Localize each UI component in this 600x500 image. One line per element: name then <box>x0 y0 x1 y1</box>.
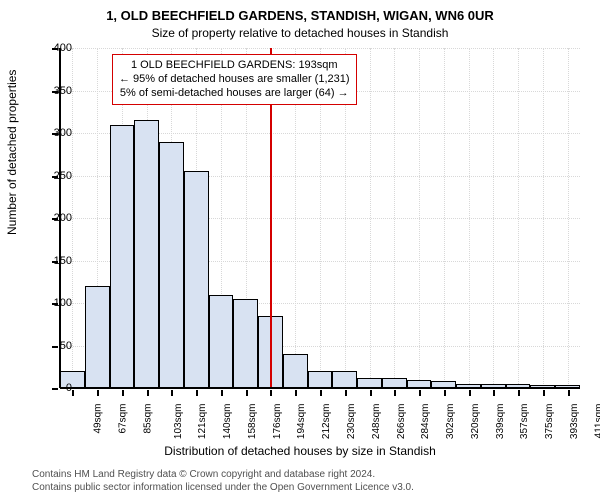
x-tick-label: 103sqm <box>173 404 184 440</box>
x-axis-label: Distribution of detached houses by size … <box>0 444 600 458</box>
plot-area: 1 OLD BEECHFIELD GARDENS: 193sqm ← 95% o… <box>60 48 580 388</box>
x-tick-label: 357sqm <box>519 404 530 440</box>
gridline-vertical <box>568 48 569 388</box>
gridline-vertical <box>518 48 519 388</box>
x-tick-label: 158sqm <box>247 404 258 440</box>
chart-subtitle: Size of property relative to detached ho… <box>0 26 600 40</box>
x-tick <box>419 390 421 396</box>
x-tick-label: 302sqm <box>445 404 456 440</box>
histogram-bar <box>159 142 184 389</box>
histogram-bar <box>209 295 234 389</box>
gridline-vertical <box>444 48 445 388</box>
histogram-bar <box>233 299 258 388</box>
x-tick-label: 230sqm <box>346 404 357 440</box>
x-tick <box>147 390 149 396</box>
x-tick-label: 49sqm <box>93 404 104 434</box>
x-tick-label: 176sqm <box>272 404 283 440</box>
histogram-bar <box>332 371 357 388</box>
x-tick <box>270 390 272 396</box>
x-tick <box>246 390 248 396</box>
y-tick-label: 0 <box>32 382 72 394</box>
x-tick <box>394 390 396 396</box>
chart-container: 1, OLD BEECHFIELD GARDENS, STANDISH, WIG… <box>0 0 600 500</box>
x-tick <box>97 390 99 396</box>
y-tick-label: 150 <box>32 255 72 267</box>
histogram-bar <box>85 286 110 388</box>
x-tick <box>320 390 322 396</box>
histogram-bar <box>308 371 333 388</box>
x-tick <box>122 390 124 396</box>
x-tick-label: 284sqm <box>420 404 431 440</box>
histogram-bar <box>283 354 308 388</box>
x-tick-label: 339sqm <box>495 404 506 440</box>
footer-line-2: Contains public sector information licen… <box>32 481 414 494</box>
y-tick-label: 250 <box>32 170 72 182</box>
x-tick <box>469 390 471 396</box>
x-tick <box>493 390 495 396</box>
x-tick <box>518 390 520 396</box>
x-tick <box>370 390 372 396</box>
y-axis-label: Number of detached properties <box>5 215 19 235</box>
y-tick-label: 200 <box>32 212 72 224</box>
x-tick <box>221 390 223 396</box>
y-tick-label: 350 <box>32 85 72 97</box>
histogram-bar <box>134 120 159 388</box>
x-tick-label: 121sqm <box>198 404 209 440</box>
chart-title: 1, OLD BEECHFIELD GARDENS, STANDISH, WIG… <box>0 8 600 23</box>
x-tick <box>345 390 347 396</box>
x-tick <box>72 390 74 396</box>
x-tick <box>543 390 545 396</box>
x-tick-label: 194sqm <box>297 404 308 440</box>
x-tick <box>568 390 570 396</box>
y-tick-label: 300 <box>32 127 72 139</box>
footer-line-1: Contains HM Land Registry data © Crown c… <box>32 468 414 481</box>
y-tick-label: 50 <box>32 340 72 352</box>
x-tick-label: 375sqm <box>544 404 555 440</box>
gridline-vertical <box>469 48 470 388</box>
x-tick-label: 320sqm <box>470 404 481 440</box>
y-tick-label: 100 <box>32 297 72 309</box>
y-tick-label: 400 <box>32 42 72 54</box>
x-tick-label: 140sqm <box>222 404 233 440</box>
info-line-2: ← 95% of detached houses are smaller (1,… <box>119 73 350 87</box>
x-tick-label: 248sqm <box>371 404 382 440</box>
x-tick <box>295 390 297 396</box>
x-tick <box>444 390 446 396</box>
gridline-vertical <box>543 48 544 388</box>
gridline-vertical <box>72 48 73 388</box>
gridline-vertical <box>394 48 395 388</box>
info-line-3: 5% of semi-detached houses are larger (6… <box>119 87 350 101</box>
x-tick-label: 266sqm <box>396 404 407 440</box>
x-axis-line <box>60 387 580 389</box>
x-tick-label: 393sqm <box>569 404 580 440</box>
info-line-1: 1 OLD BEECHFIELD GARDENS: 193sqm <box>119 59 350 73</box>
x-tick-label: 85sqm <box>142 404 153 434</box>
info-box: 1 OLD BEECHFIELD GARDENS: 193sqm ← 95% o… <box>112 54 357 105</box>
gridline-vertical <box>493 48 494 388</box>
histogram-bar <box>184 171 209 388</box>
histogram-bar <box>110 125 135 389</box>
x-tick-label: 212sqm <box>321 404 332 440</box>
x-tick-label: 411sqm <box>593 404 600 439</box>
x-tick <box>196 390 198 396</box>
gridline-vertical <box>370 48 371 388</box>
gridline-vertical <box>419 48 420 388</box>
x-tick-label: 67sqm <box>118 404 129 434</box>
x-tick <box>171 390 173 396</box>
footer-attribution: Contains HM Land Registry data © Crown c… <box>32 468 414 494</box>
